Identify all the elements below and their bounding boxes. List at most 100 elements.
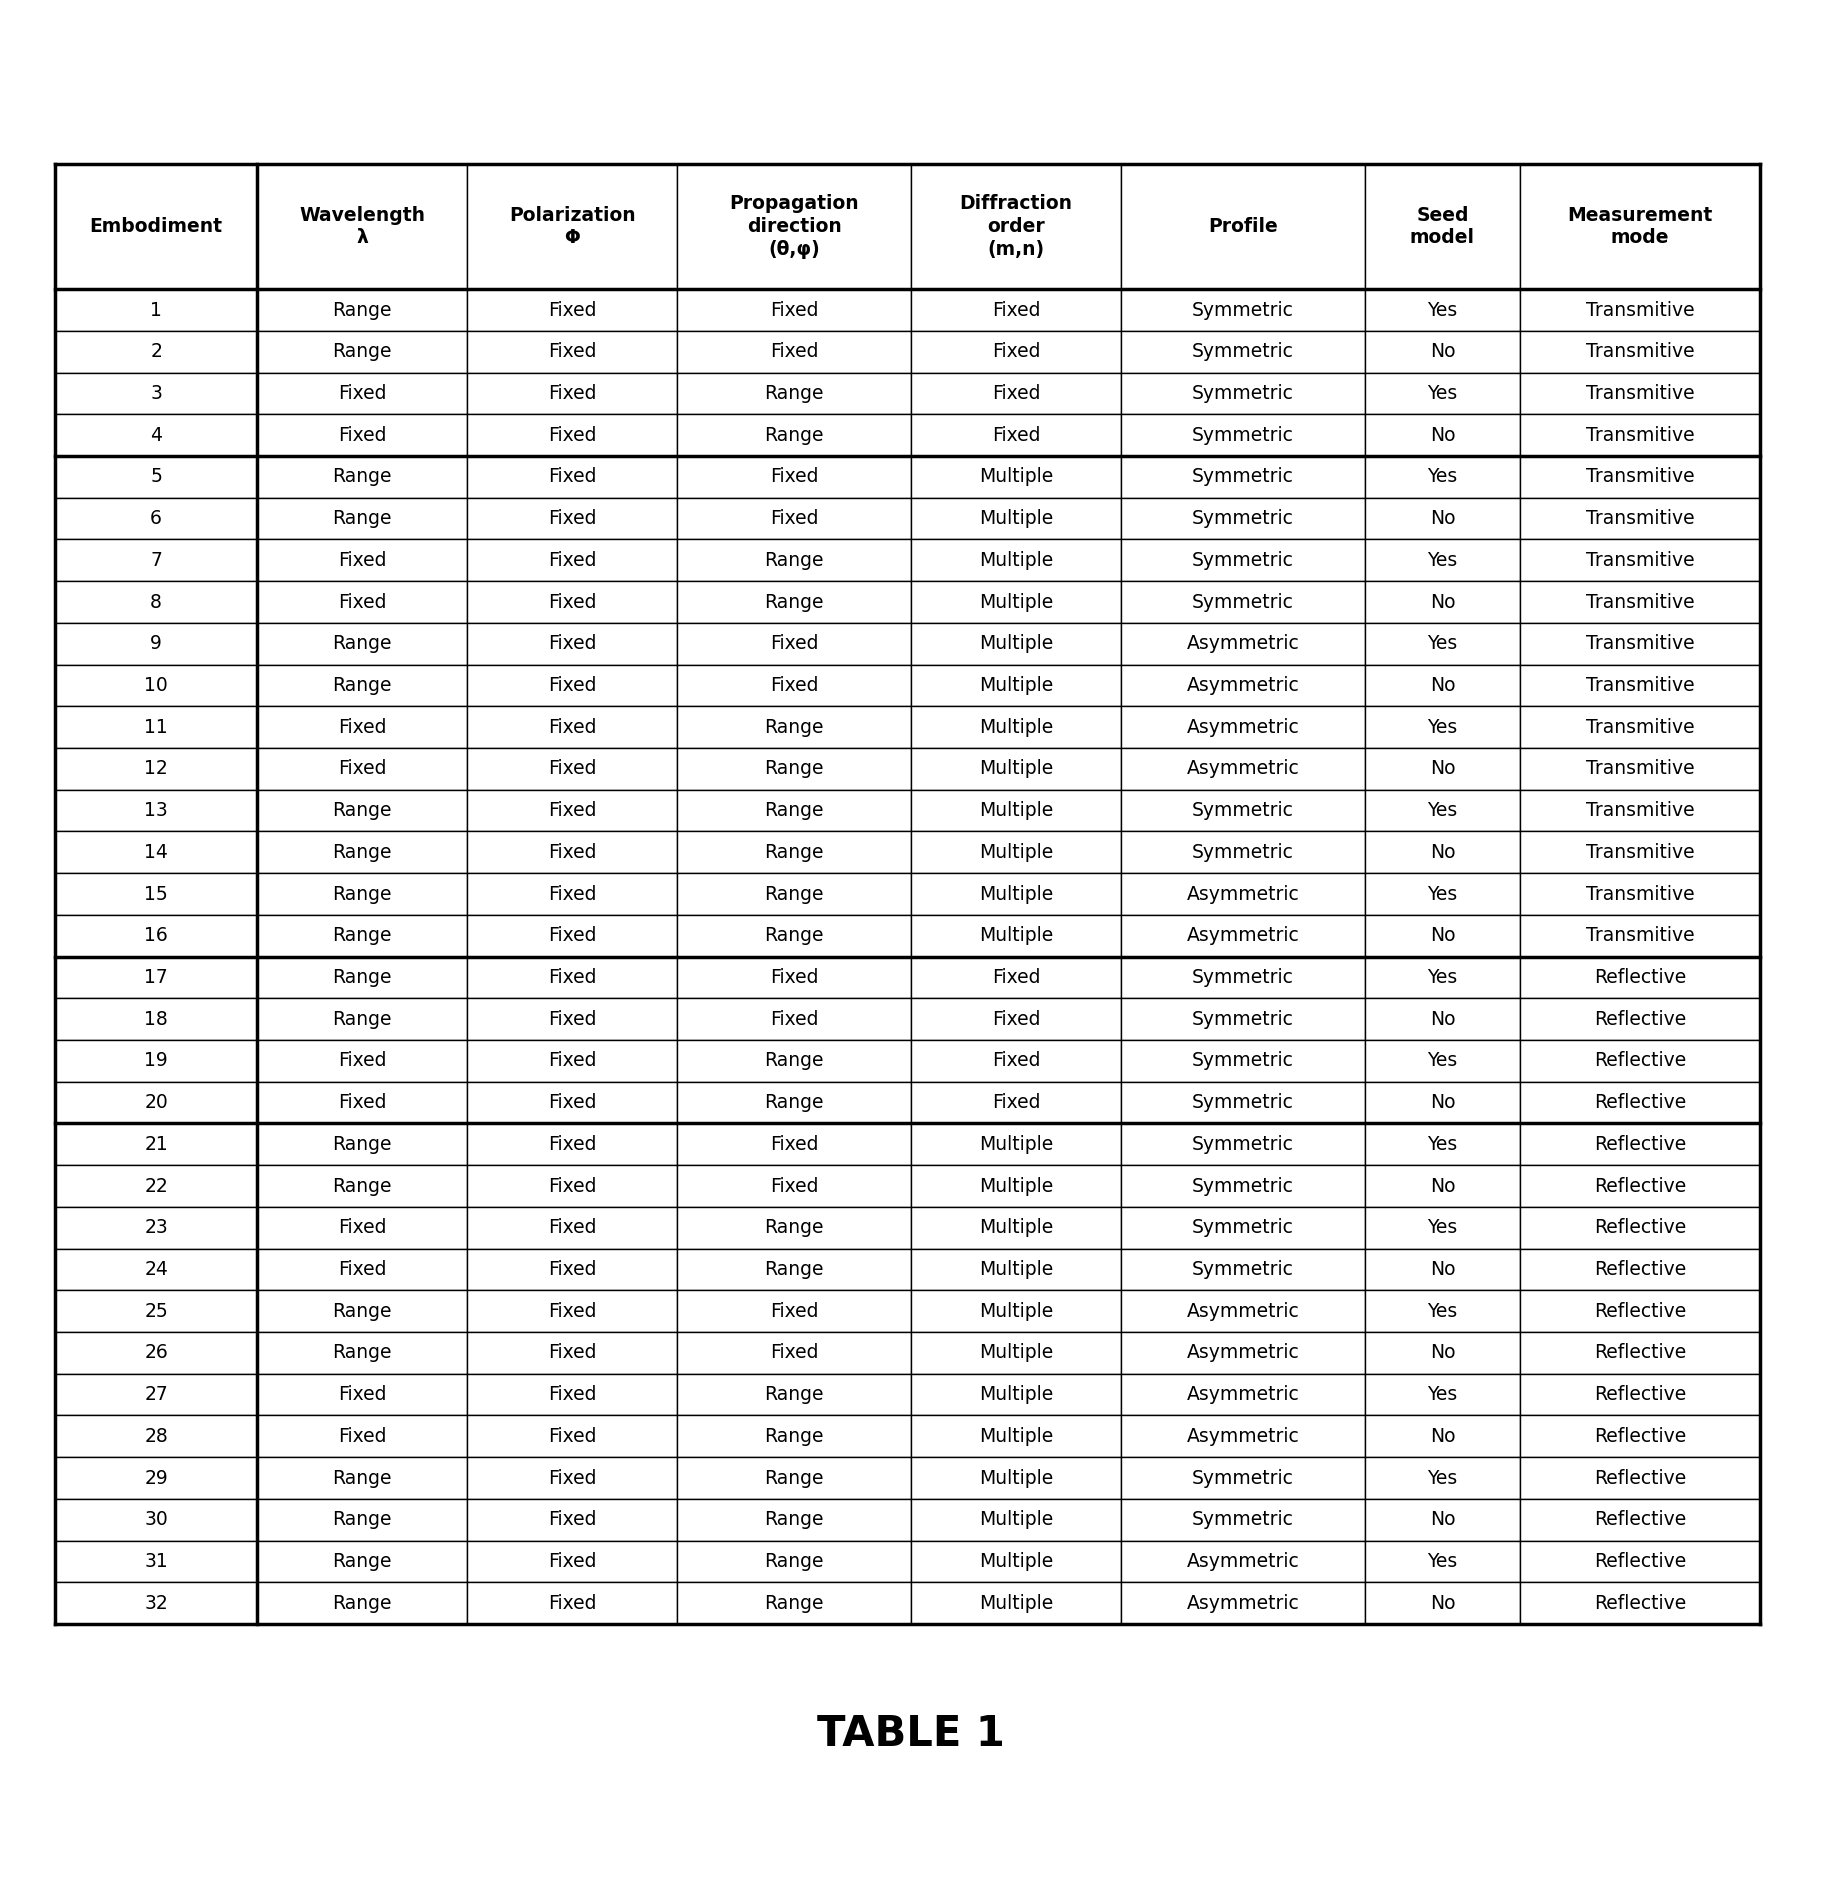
Bar: [911, 999, 1121, 1040]
Bar: [911, 872, 1121, 916]
Text: 16: 16: [144, 927, 168, 946]
Bar: [1121, 957, 1365, 999]
Bar: [257, 1081, 466, 1123]
Bar: [1365, 414, 1520, 456]
Bar: [911, 1332, 1121, 1373]
Bar: [257, 1332, 466, 1373]
Text: No: No: [1430, 592, 1456, 612]
Text: Reflective: Reflective: [1594, 1594, 1685, 1613]
Bar: [1121, 288, 1365, 332]
Text: Asymmetric: Asymmetric: [1186, 1302, 1299, 1321]
Bar: [911, 789, 1121, 831]
Bar: [1520, 1456, 1760, 1500]
Text: No: No: [1430, 509, 1456, 528]
Bar: [911, 1373, 1121, 1415]
Text: Fixed: Fixed: [991, 384, 1040, 403]
Text: Symmetric: Symmetric: [1192, 1468, 1294, 1488]
Bar: [911, 1583, 1121, 1624]
Text: Fixed: Fixed: [548, 842, 596, 861]
Bar: [1365, 624, 1520, 665]
Text: Symmetric: Symmetric: [1192, 426, 1294, 445]
Text: Yes: Yes: [1427, 801, 1458, 820]
Text: Multiple: Multiple: [978, 592, 1053, 612]
Text: Symmetric: Symmetric: [1192, 550, 1294, 569]
Bar: [257, 539, 466, 580]
Text: Multiple: Multiple: [978, 1343, 1053, 1362]
Text: Wavelength
λ: Wavelength λ: [299, 205, 425, 247]
Text: Fixed: Fixed: [991, 968, 1040, 987]
Text: Fixed: Fixed: [548, 927, 596, 946]
Text: Fixed: Fixed: [339, 759, 386, 778]
Text: Fixed: Fixed: [771, 1010, 818, 1029]
Text: Seed
model: Seed model: [1410, 205, 1476, 247]
Bar: [1520, 1373, 1760, 1415]
Text: Range: Range: [765, 884, 824, 904]
Text: 22: 22: [144, 1176, 168, 1196]
Bar: [1121, 1123, 1365, 1164]
Bar: [678, 999, 911, 1040]
Text: Fixed: Fixed: [771, 1343, 818, 1362]
Text: Multiple: Multiple: [978, 759, 1053, 778]
Text: Range: Range: [765, 1093, 824, 1112]
Bar: [55, 539, 257, 580]
Text: Fixed: Fixed: [548, 635, 596, 654]
Text: 28: 28: [144, 1426, 168, 1445]
Text: Fixed: Fixed: [548, 1302, 596, 1321]
Bar: [1365, 164, 1520, 288]
Text: Multiple: Multiple: [978, 1260, 1053, 1279]
Bar: [1121, 1373, 1365, 1415]
Text: Fixed: Fixed: [548, 426, 596, 445]
Bar: [1520, 1332, 1760, 1373]
Text: Symmetric: Symmetric: [1192, 343, 1294, 362]
Text: 3: 3: [149, 384, 162, 403]
Text: Symmetric: Symmetric: [1192, 1010, 1294, 1029]
Text: Range: Range: [765, 718, 824, 737]
Text: Fixed: Fixed: [339, 1426, 386, 1445]
Bar: [257, 1040, 466, 1081]
Text: Fixed: Fixed: [548, 1552, 596, 1571]
Bar: [257, 1456, 466, 1500]
Text: Range: Range: [333, 635, 392, 654]
Bar: [1520, 539, 1760, 580]
Text: 12: 12: [144, 759, 168, 778]
Text: 19: 19: [144, 1051, 168, 1070]
Bar: [911, 1164, 1121, 1208]
Text: Fixed: Fixed: [991, 1051, 1040, 1070]
Text: 30: 30: [144, 1511, 168, 1530]
Bar: [911, 456, 1121, 497]
Bar: [257, 872, 466, 916]
Bar: [466, 580, 678, 624]
Text: Fixed: Fixed: [548, 1385, 596, 1404]
Text: Transmitive: Transmitive: [1585, 718, 1694, 737]
Text: Asymmetric: Asymmetric: [1186, 884, 1299, 904]
Text: Range: Range: [765, 426, 824, 445]
Text: No: No: [1430, 343, 1456, 362]
Bar: [257, 1415, 466, 1456]
Text: Fixed: Fixed: [339, 592, 386, 612]
Bar: [466, 497, 678, 539]
Bar: [1520, 497, 1760, 539]
Text: Symmetric: Symmetric: [1192, 509, 1294, 528]
Text: Reflective: Reflective: [1594, 1260, 1685, 1279]
Text: Reflective: Reflective: [1594, 1385, 1685, 1404]
Text: Range: Range: [333, 1343, 392, 1362]
Text: Fixed: Fixed: [548, 1343, 596, 1362]
Bar: [678, 706, 911, 748]
Bar: [1520, 414, 1760, 456]
Text: Fixed: Fixed: [548, 801, 596, 820]
Bar: [257, 624, 466, 665]
Text: Fixed: Fixed: [991, 1010, 1040, 1029]
Text: Multiple: Multiple: [978, 1468, 1053, 1488]
Bar: [1121, 497, 1365, 539]
Bar: [678, 1541, 911, 1583]
Bar: [257, 414, 466, 456]
Text: Multiple: Multiple: [978, 1302, 1053, 1321]
Text: Symmetric: Symmetric: [1192, 1134, 1294, 1153]
Bar: [1520, 1249, 1760, 1291]
Bar: [257, 1249, 466, 1291]
Bar: [1520, 332, 1760, 373]
Text: Propagation
direction
(θ,φ): Propagation direction (θ,φ): [729, 194, 858, 258]
Bar: [1121, 332, 1365, 373]
Text: Range: Range: [333, 343, 392, 362]
Bar: [55, 872, 257, 916]
